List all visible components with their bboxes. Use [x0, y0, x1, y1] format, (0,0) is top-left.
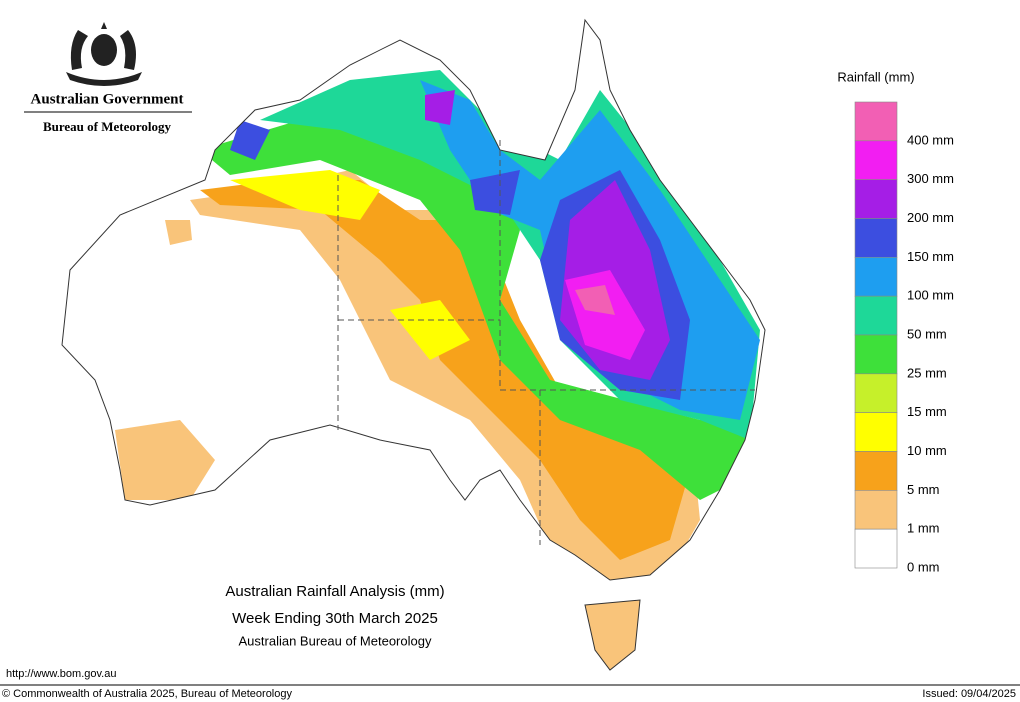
issued-date: Issued: 09/04/2025 [922, 688, 1016, 700]
legend-label: 50 mm [907, 326, 947, 341]
map-source: Australian Bureau of Meteorology [239, 633, 432, 648]
government-name: Australian Government [31, 91, 184, 107]
legend-swatch [854, 334, 898, 375]
legend: 400 mm 300 mm 200 mm 150 mm 100 mm 50 mm 25 mm… [854, 101, 954, 574]
legend-label: 0 mm [907, 559, 940, 574]
legend-label: 100 mm [907, 288, 954, 303]
agency-name: Bureau of Meteorology [43, 119, 172, 134]
legend-swatch [854, 490, 898, 530]
legend-swatch [854, 528, 898, 569]
map-title: Australian Rainfall Analysis (mm) [225, 583, 444, 600]
legend-swatch [854, 140, 898, 180]
legend-swatch [854, 295, 898, 336]
legend-label: 25 mm [907, 365, 947, 380]
state-borders [337, 140, 755, 545]
legend-swatch [854, 257, 898, 297]
coastline [61, 18, 766, 671]
legend-label: 1 mm [907, 521, 940, 536]
legend-title: Rainfall (mm) [837, 69, 914, 84]
copyright: © Commonwealth of Australia 2025, Bureau… [2, 688, 292, 700]
legend-swatch [854, 373, 898, 413]
legend-swatch [854, 451, 898, 491]
legend-label: 150 mm [907, 249, 954, 264]
legend-label: 300 mm [907, 171, 954, 186]
legend-swatch [854, 101, 898, 142]
url[interactable]: http://www.bom.gov.au [6, 668, 116, 680]
legend-swatch [854, 179, 898, 219]
legend-label: 200 mm [907, 210, 954, 225]
legend-swatch [854, 218, 898, 258]
legend-label: 400 mm [907, 132, 954, 147]
legend-label: 15 mm [907, 404, 947, 419]
legend-label: 10 mm [907, 443, 947, 458]
legend-label: 5 mm [907, 482, 940, 497]
emblem [66, 22, 142, 86]
map-subtitle: Week Ending 30th March 2025 [232, 610, 438, 627]
legend-swatch [854, 412, 898, 452]
